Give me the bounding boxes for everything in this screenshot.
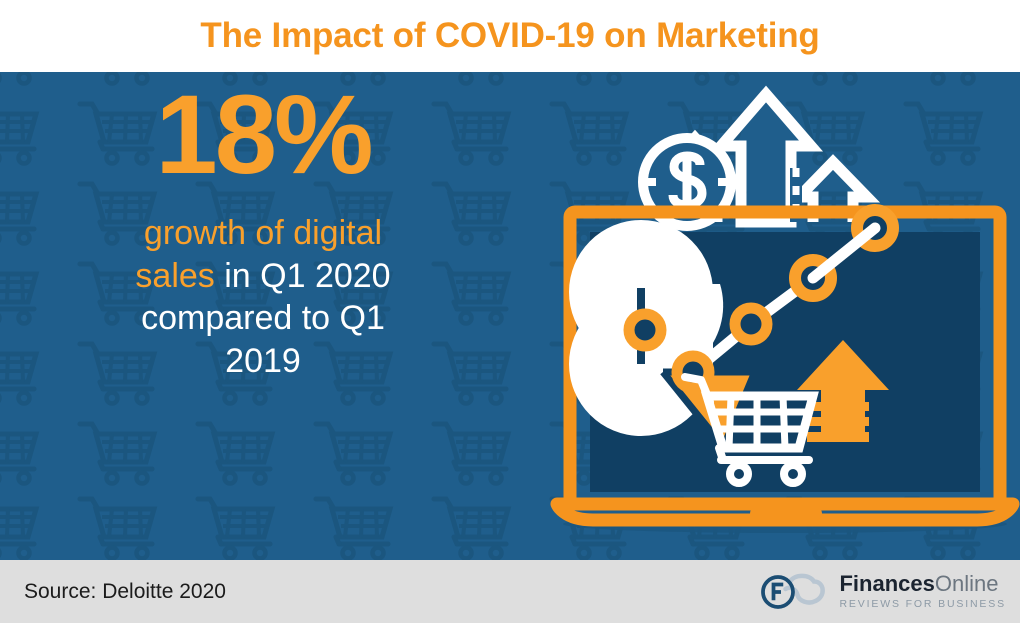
dollar-coin-icon — [638, 133, 736, 231]
brand-tagline: REVIEWS FOR BUSINESS — [839, 598, 1006, 611]
laptop-icon — [550, 204, 1020, 533]
stat-block: 18% growth of digital sales in Q1 2020 c… — [28, 72, 498, 383]
stat-desc-line2-rest: in Q1 2020 — [214, 256, 391, 295]
orange-up-arrow — [797, 340, 889, 442]
stat-value: 18% — [155, 72, 373, 197]
body-panel: 18% growth of digital sales in Q1 2020 c… — [0, 72, 1020, 560]
bar-stack-arrow-icon — [797, 340, 889, 442]
growth-arrow-small-icon — [785, 154, 881, 222]
laptop-trackpad — [750, 507, 822, 520]
laptop-base — [550, 497, 1020, 527]
stat-desc-line1: growth of digital — [143, 213, 383, 252]
brand-text-block: FinancesOnline REVIEWS FOR BUSINESS — [839, 573, 1006, 610]
pie-chart-icon — [569, 220, 751, 447]
stat-desc-line4: 2019 — [225, 342, 301, 381]
stat-desc-line2-highlight: sales — [135, 256, 215, 295]
line-chart-icon — [569, 204, 899, 394]
source-label: Source: Deloitte 2020 — [24, 579, 226, 603]
page-title: The Impact of COVID-19 on Marketing — [200, 16, 820, 55]
stat-desc-line3: compared to Q1 — [141, 299, 385, 338]
brand-name: FinancesOnline — [839, 573, 1006, 595]
growth-illustration — [550, 85, 1020, 533]
stat-description: growth of digital sales in Q1 2020 compa… — [28, 212, 498, 383]
footer-bar: Source: Deloitte 2020 FinancesOnline REV… — [0, 560, 1020, 623]
brand-name-light: Online — [934, 571, 999, 597]
brand-name-bold: Finances — [839, 571, 935, 597]
brand-logo[interactable]: FinancesOnline REVIEWS FOR BUSINESS — [757, 571, 1006, 613]
finances-online-logo-icon — [761, 573, 826, 609]
shopping-cart-icon — [681, 373, 819, 487]
header-bar: The Impact of COVID-19 on Marketing — [0, 0, 1020, 72]
